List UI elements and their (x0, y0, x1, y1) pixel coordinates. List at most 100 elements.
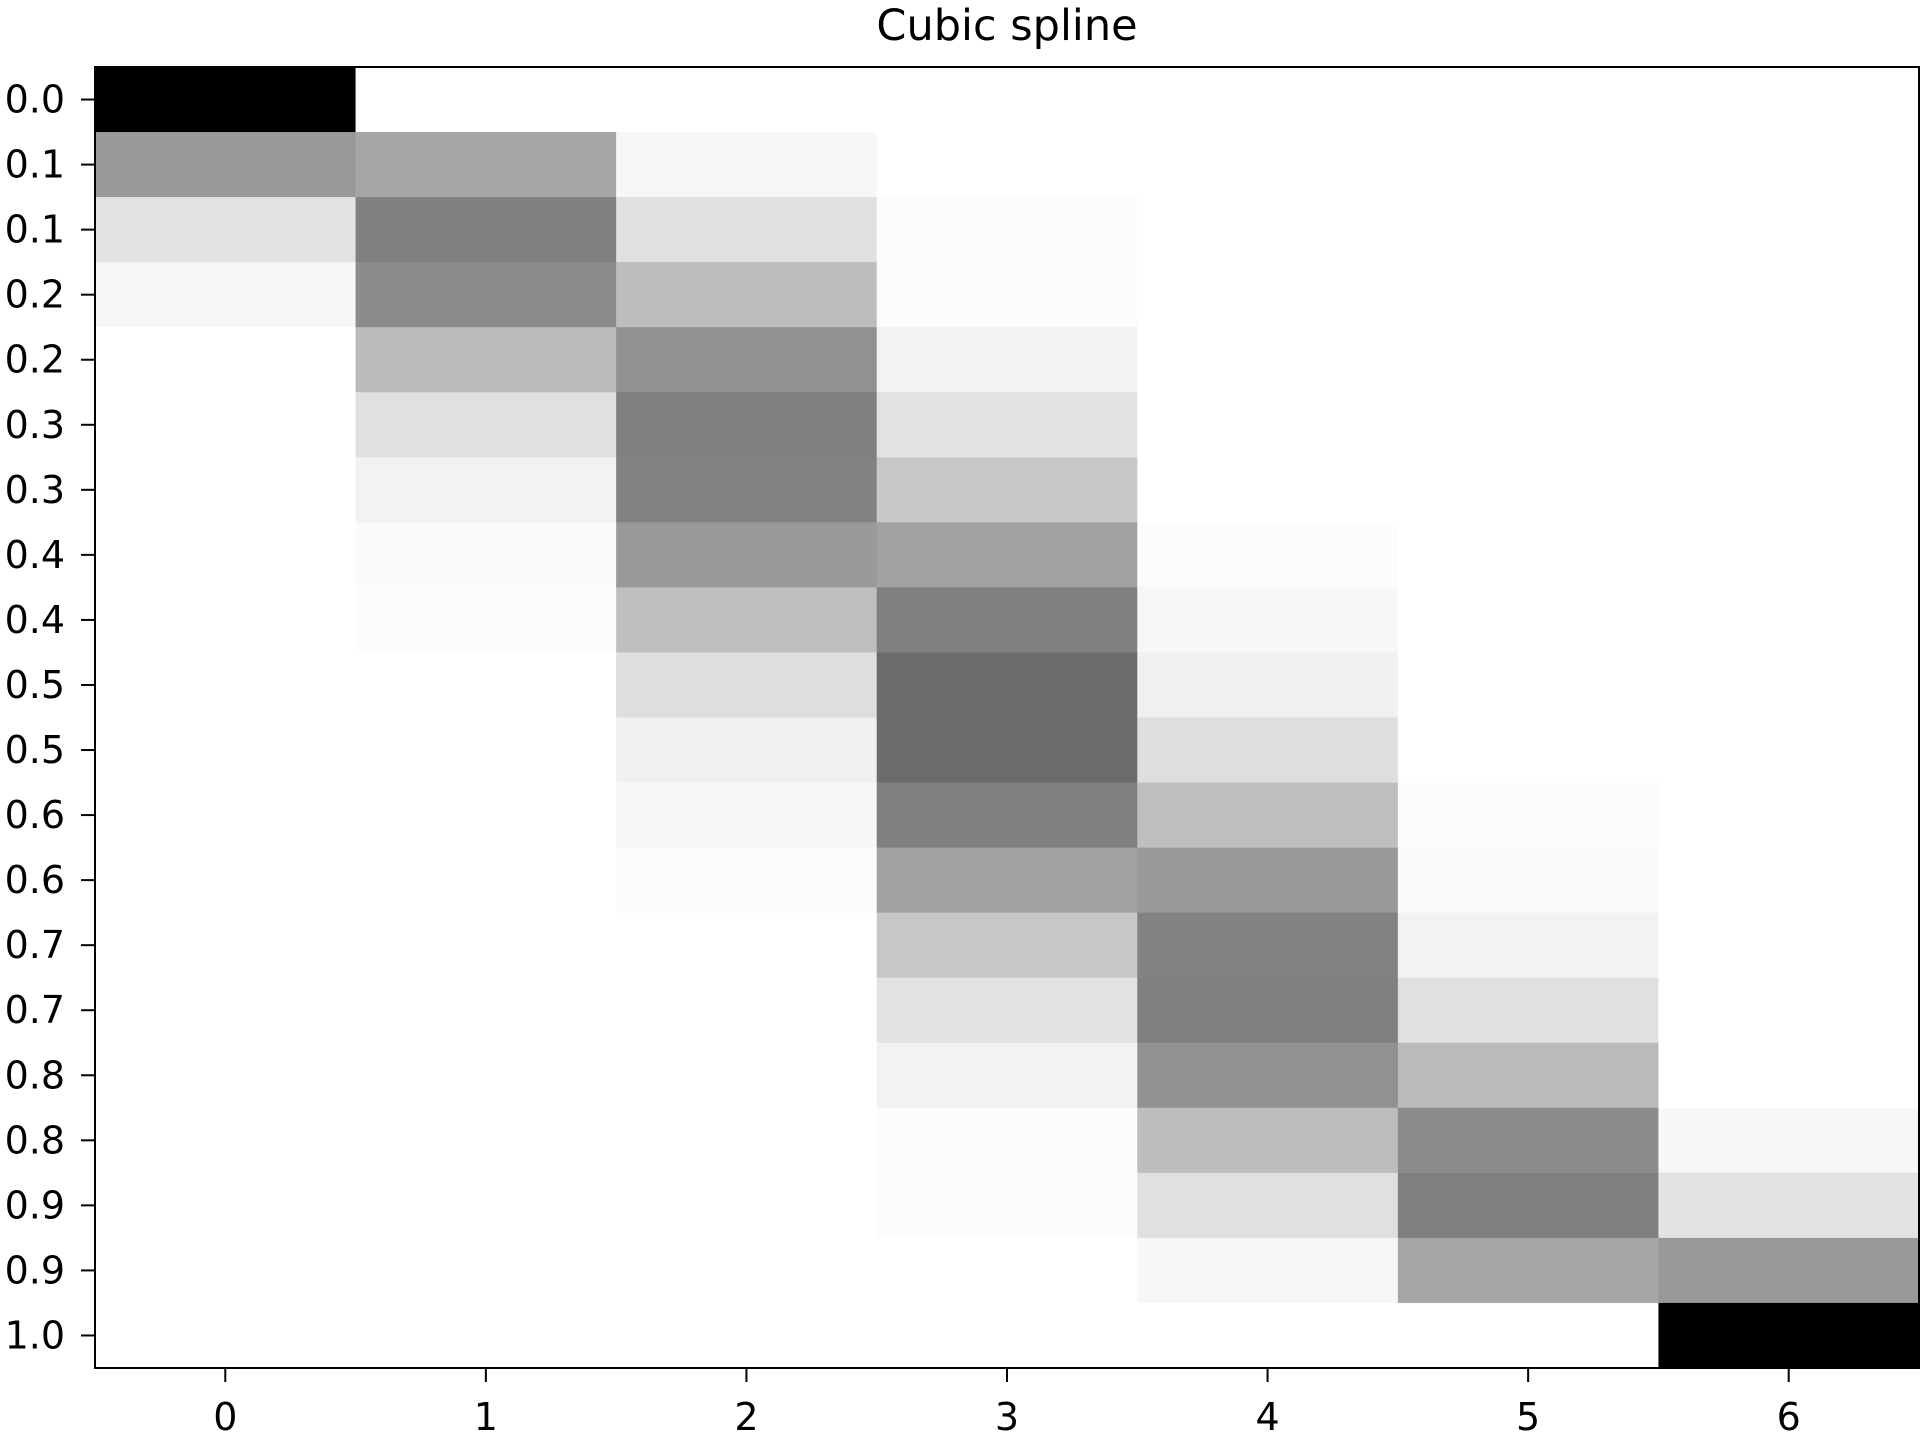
heatmap-cell (616, 327, 878, 393)
heatmap-cell (355, 1172, 617, 1239)
heatmap-cell (616, 1042, 878, 1109)
heatmap-cell (876, 1042, 1138, 1109)
heatmap-cell (1658, 1042, 1920, 1109)
heatmap-cell (1658, 522, 1920, 588)
y-tick-label: 0.3 (5, 468, 65, 512)
heatmap-cell (1658, 1107, 1920, 1174)
heatmap-cell (616, 587, 878, 654)
heatmap-cell (95, 132, 357, 198)
heatmap-cell (1397, 717, 1660, 784)
heatmap-cell (616, 1107, 878, 1174)
heatmap-cell (1658, 1237, 1920, 1304)
x-tick-label: 5 (1516, 1395, 1540, 1439)
heatmap-cell (616, 197, 878, 263)
heatmap-cell (1137, 587, 1399, 654)
heatmap-cell (1397, 912, 1660, 979)
heatmap-cell (1137, 132, 1399, 198)
heatmap-cell (1658, 652, 1920, 719)
y-tick-label: 1.0 (5, 1313, 65, 1357)
heatmap-cell (95, 1237, 357, 1304)
heatmap-cell (1397, 197, 1660, 263)
heatmap-cell (1397, 652, 1660, 719)
heatmap-cell (1137, 1107, 1399, 1174)
heatmap-cell (616, 717, 878, 784)
heatmap-cell (876, 1302, 1138, 1369)
heatmap-cell (1137, 912, 1399, 979)
heatmap-cell (95, 1107, 357, 1174)
heatmap-cell (355, 587, 617, 654)
y-tick-label: 0.1 (5, 208, 65, 252)
heatmap-cell (355, 652, 617, 719)
heatmap-cell (876, 1172, 1138, 1239)
heatmap-cell (1397, 327, 1660, 393)
heatmap-cell (616, 522, 878, 588)
heatmap-cell (355, 1237, 617, 1304)
heatmap-cell (1137, 1237, 1399, 1304)
heatmap-cell (876, 977, 1138, 1044)
heatmap-cell (876, 1237, 1138, 1304)
y-axis: 0.0 0.1 0.1 0.2 0.2 0.3 0.3 0.4 0.4 0.5 0.5 0.6 0.6 0… (5, 78, 95, 1357)
heatmap-cell (355, 912, 617, 979)
heatmap-cell (95, 392, 357, 458)
y-tick-label: 0.7 (5, 923, 65, 967)
heatmap-cell (355, 457, 617, 523)
heatmap-cells (95, 67, 1920, 1369)
heatmap-cell (616, 392, 878, 458)
heatmap-cell (616, 457, 878, 523)
heatmap-cell (1397, 67, 1660, 133)
heatmap-cell (1397, 1237, 1660, 1304)
heatmap-cell (1137, 327, 1399, 393)
heatmap-cell (1658, 457, 1920, 523)
heatmap-cell (1658, 197, 1920, 263)
x-tick-label: 6 (1777, 1395, 1801, 1439)
heatmap-cell (1658, 132, 1920, 198)
heatmap-cell (876, 847, 1138, 914)
y-tick-label: 0.3 (5, 403, 65, 447)
heatmap-cell (95, 977, 357, 1044)
heatmap-cell (1658, 912, 1920, 979)
heatmap-cell (1137, 782, 1399, 849)
heatmap-cell (1658, 717, 1920, 784)
x-tick-label: 4 (1255, 1395, 1279, 1439)
heatmap-cell (876, 457, 1138, 523)
y-tick-label: 0.8 (5, 1118, 65, 1162)
y-tick-label: 0.5 (5, 728, 65, 772)
heatmap-cell (616, 652, 878, 719)
heatmap-cell (1658, 262, 1920, 328)
heatmap-cell (1137, 1172, 1399, 1239)
y-tick-label: 0.4 (5, 533, 65, 577)
y-tick-label: 0.2 (5, 338, 65, 382)
heatmap-cell (1137, 1302, 1399, 1369)
heatmap-cell (355, 132, 617, 198)
heatmap-cell (1137, 457, 1399, 523)
heatmap-cell (616, 67, 878, 133)
heatmap-cell (1658, 67, 1920, 133)
y-tick-label: 0.5 (5, 663, 65, 707)
heatmap-cell (876, 197, 1138, 263)
heatmap-cell (616, 977, 878, 1044)
y-tick-label: 0.4 (5, 598, 65, 642)
heatmap-cell (95, 847, 357, 914)
heatmap-cell (95, 67, 357, 133)
x-tick-label: 0 (213, 1395, 237, 1439)
heatmap-cell (616, 262, 878, 328)
heatmap-cell (616, 1237, 878, 1304)
heatmap-cell (616, 912, 878, 979)
heatmap-cell (616, 847, 878, 914)
heatmap-cell (876, 67, 1138, 133)
heatmap-cell (1137, 262, 1399, 328)
heatmap-cell (876, 717, 1138, 784)
y-tick-label: 0.1 (5, 143, 65, 187)
heatmap-cell (95, 587, 357, 654)
heatmap-cell (876, 132, 1138, 198)
heatmap-cell (355, 392, 617, 458)
x-tick-label: 1 (474, 1395, 498, 1439)
heatmap-cell (355, 782, 617, 849)
heatmap-cell (1658, 1302, 1920, 1369)
x-axis: 0 1 2 3 4 5 6 (213, 1368, 1801, 1439)
heatmap-cell (1397, 977, 1660, 1044)
y-tick-label: 0.0 (5, 78, 65, 122)
heatmap-cell (95, 652, 357, 719)
heatmap-cell (1137, 717, 1399, 784)
heatmap-cell (876, 262, 1138, 328)
